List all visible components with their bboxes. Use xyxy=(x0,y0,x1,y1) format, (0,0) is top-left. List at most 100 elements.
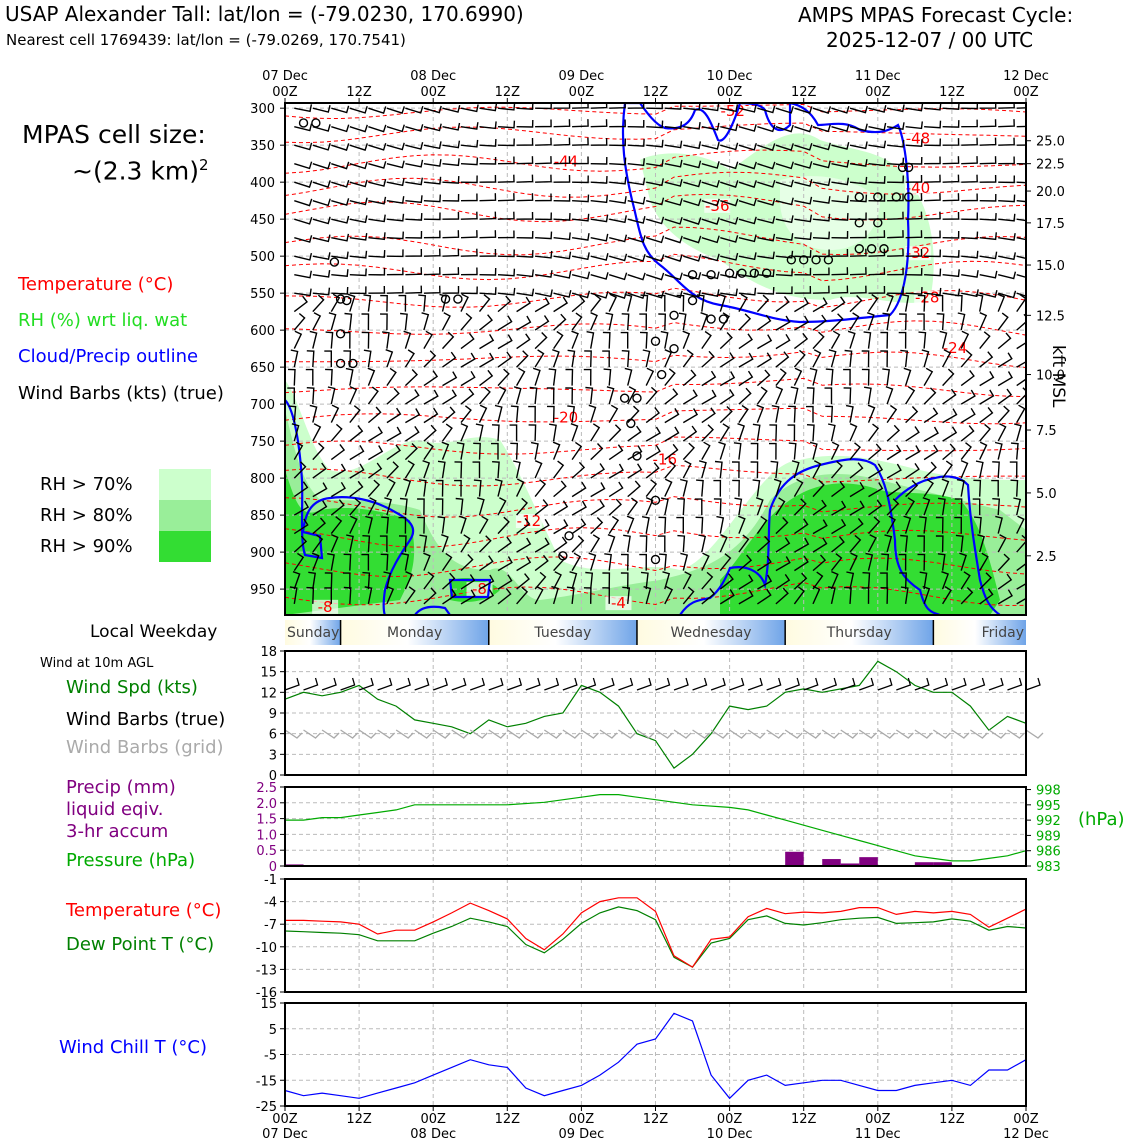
calm-marker-24 xyxy=(706,269,716,280)
wind-barb-852 xyxy=(515,367,526,386)
wind-barb-147 xyxy=(794,214,813,223)
legend-rh90: RH > 90% xyxy=(40,536,133,557)
wind-barb-402 xyxy=(330,463,347,479)
wind-barb-656 xyxy=(590,195,608,204)
wind-barb-645 xyxy=(386,196,405,204)
wind-barb-856 xyxy=(583,368,592,386)
wind-barb-480 xyxy=(293,535,308,553)
panel-precip-ytick-label-3: 1.5 xyxy=(256,813,277,828)
sfc-wind-barb-true-33 xyxy=(896,677,912,691)
wind-barb-808 xyxy=(441,331,455,350)
wind-barb-237 xyxy=(979,290,998,298)
wind-barb-490 xyxy=(479,535,492,553)
wind-barb-621 xyxy=(683,160,702,169)
wind-barb-753 xyxy=(905,267,923,276)
isotherm-label-13: -4 xyxy=(611,594,626,612)
wind-barb-929 xyxy=(456,442,465,460)
wind-barb-280 xyxy=(290,349,299,368)
cloud-outline-lower-mid xyxy=(448,578,492,599)
wind-barb-341 xyxy=(682,389,698,405)
wind-barb-738 xyxy=(627,272,646,281)
wind-barb-1081 xyxy=(306,586,315,604)
wind-barb-493 xyxy=(534,537,550,553)
wind-barb-604 xyxy=(368,161,387,169)
wind-barb-1019 xyxy=(641,516,650,534)
wind-barb-708 xyxy=(812,231,830,240)
sfc-wind-barb-true-3 xyxy=(340,677,356,691)
wind-barb-997 xyxy=(973,479,982,497)
wind-barb-459 xyxy=(645,496,654,516)
wind-barb-720 xyxy=(294,270,312,279)
wind-barb-867 xyxy=(793,367,803,386)
wind-barb-791 xyxy=(867,293,879,312)
wind-barb-1000 xyxy=(293,518,309,535)
wind-barb-565 xyxy=(386,124,405,133)
wind-barb-672 xyxy=(887,193,904,202)
wind-barb-369 xyxy=(460,422,469,442)
wind-barb-561 xyxy=(312,124,331,132)
wind-barb-652 xyxy=(516,193,534,202)
wind-barb-695 xyxy=(571,233,590,241)
wind-barb-725 xyxy=(386,267,404,276)
wind-barb-114 xyxy=(924,174,941,183)
wind-barb-570 xyxy=(479,121,497,130)
wind-barb-958 xyxy=(994,441,1003,460)
wind-barb-331 xyxy=(497,386,507,405)
isotherm-label-bg-2 xyxy=(552,154,579,169)
wind-barb-1038 xyxy=(995,515,1003,534)
sfc-wind-barb-grid-33 xyxy=(895,729,914,739)
wind-barb-8 xyxy=(442,105,461,113)
wind-barb-222 xyxy=(701,289,720,298)
wind-barb-404 xyxy=(367,462,383,479)
wind-barb-203 xyxy=(349,286,367,295)
wind-barb-555 xyxy=(941,571,949,590)
wind-barb-157 xyxy=(979,213,997,221)
calm-marker-44 xyxy=(564,531,574,541)
wind-barb-1068 xyxy=(812,554,827,572)
wind-barb-254 xyxy=(553,313,567,331)
wind-barb-859 xyxy=(645,367,655,386)
wind-barb-734 xyxy=(553,270,572,279)
wind-barb-802 xyxy=(325,331,334,349)
wind-barb-1039 xyxy=(1016,515,1025,534)
wind-barb-957 xyxy=(979,441,988,460)
sfc-wind-barb-grid-38 xyxy=(988,729,1007,739)
wind-barb-390 xyxy=(849,423,858,442)
bottom-tick-label-4: 00Z xyxy=(569,1112,595,1127)
wind-barb-35 xyxy=(942,103,960,110)
top-tick-date-8: 11 Dec xyxy=(855,69,901,84)
wind-barb-551 xyxy=(862,572,871,590)
wind-barb-130 xyxy=(479,211,497,220)
wind-barb-716 xyxy=(961,231,979,240)
calm-marker-16 xyxy=(650,336,661,346)
wind-barb-238 xyxy=(998,290,1017,299)
wind-barb-223 xyxy=(720,288,738,297)
wind-barb-163 xyxy=(349,250,368,259)
isotherm-15 xyxy=(285,527,1026,548)
wind-barb-705 xyxy=(757,233,776,242)
wind-barb-807 xyxy=(423,330,433,349)
cloud-outline-lower-right xyxy=(679,458,941,615)
wind-barb-816 xyxy=(586,331,595,349)
wind-barb-365 xyxy=(386,426,402,442)
wind-barb-1056 xyxy=(588,552,597,571)
wind-barb-554 xyxy=(919,571,928,590)
calm-marker-32 xyxy=(854,218,864,228)
wind-barb-426 xyxy=(770,460,779,479)
wind-barb-460 xyxy=(660,497,669,516)
wind-barb-111 xyxy=(868,176,886,184)
wind-barb-721 xyxy=(312,269,331,278)
wind-barb-967 xyxy=(418,479,427,497)
wind-barb-466 xyxy=(775,497,786,516)
wind-barb-1059 xyxy=(639,553,648,571)
calm-marker-12 xyxy=(626,418,636,429)
ytick-label-300: 300 xyxy=(250,102,275,117)
wind-barb-944 xyxy=(733,442,742,460)
wind-barb-697 xyxy=(609,234,628,243)
wind-barb-0 xyxy=(294,104,313,113)
wind-barb-736 xyxy=(590,272,609,280)
wind-barb-374 xyxy=(549,423,557,442)
wind-barb-417 xyxy=(608,463,624,479)
wind-barb-161 xyxy=(312,252,331,261)
